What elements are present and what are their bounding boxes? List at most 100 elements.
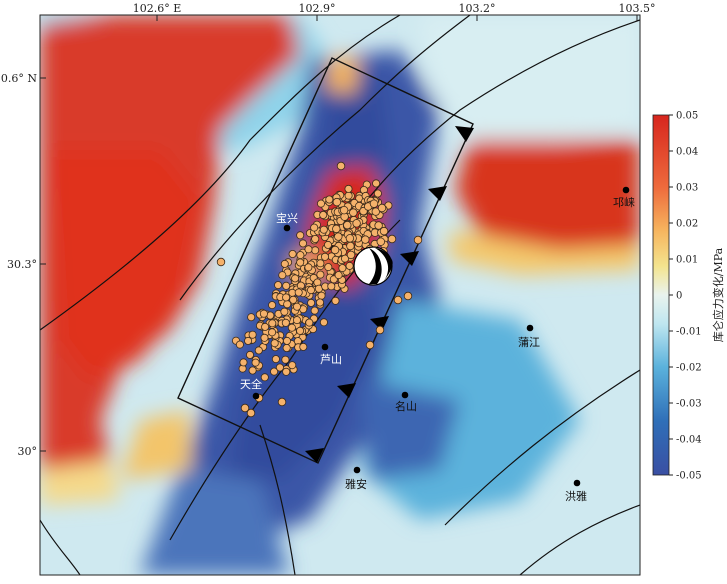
colorbar-gradient <box>652 114 670 476</box>
aftershock-dot <box>277 397 287 407</box>
aftershock-dot <box>282 336 291 345</box>
aftershock-dot <box>319 210 328 219</box>
rupture-plane-outline <box>177 57 474 464</box>
lon-label-103-5: 103.5° <box>619 2 656 15</box>
colorbar-tick-label: -0.05 <box>676 471 702 482</box>
aftershock-dot <box>315 298 324 307</box>
aftershock-dot <box>268 328 277 337</box>
place-lushan: 芦山 <box>320 343 342 366</box>
aftershock-dot <box>377 203 387 213</box>
aftershock-dot <box>296 231 305 240</box>
aftershock-dot <box>365 340 375 350</box>
aftershock-dot <box>259 309 268 318</box>
aftershock-dot <box>372 179 381 188</box>
aftershock-dot <box>245 350 254 359</box>
aftershock-cluster <box>216 161 423 418</box>
lat-label-30-0: 30° <box>18 445 38 458</box>
aftershock-dot <box>244 336 253 345</box>
aftershock-dot <box>281 355 290 364</box>
aftershock-dot <box>316 199 325 208</box>
aftershock-dot <box>298 239 307 248</box>
lat-label-30-3: 30.3° <box>7 258 37 271</box>
aftershock-dot <box>374 221 383 230</box>
aftershock-dot <box>339 205 349 215</box>
aftershock-dot <box>247 313 256 322</box>
aftershock-dot <box>292 302 301 311</box>
aftershock-dot <box>304 263 313 272</box>
aftershock-dot <box>299 342 308 351</box>
svg-text:邛崃: 邛崃 <box>613 196 635 209</box>
aftershock-dot <box>324 263 333 272</box>
aftershock-dot <box>307 298 316 307</box>
colorbar-tick-label: -0.02 <box>676 363 702 374</box>
aftershock-dot <box>317 291 326 300</box>
colorbar-tick-label: -0.01 <box>676 327 702 338</box>
aftershock-dot <box>246 408 256 418</box>
aftershock-dot <box>288 249 297 258</box>
stress-field <box>40 15 640 575</box>
aftershock-dot <box>240 403 250 413</box>
aftershock-dot <box>319 225 328 234</box>
aftershock-dot <box>346 250 356 260</box>
aftershock-dot <box>251 358 260 367</box>
aftershock-dot <box>332 197 342 207</box>
place-hongya: 洪雅 <box>565 479 587 503</box>
aftershock-dot <box>287 323 296 332</box>
aftershock-dot <box>344 191 353 200</box>
aftershock-dot <box>254 346 263 355</box>
aftershock-dot <box>343 220 352 230</box>
svg-text:宝兴: 宝兴 <box>276 211 298 225</box>
aftershock-dot <box>248 330 257 339</box>
place-pujiang: 蒲江 <box>518 324 540 349</box>
aftershock-dot <box>332 224 341 234</box>
aftershock-dot <box>260 333 269 342</box>
aftershock-dot <box>310 306 319 315</box>
aftershock-dot <box>316 259 325 268</box>
aftershock-dot <box>282 281 291 290</box>
aftershock-dot <box>260 373 269 382</box>
aftershock-dot <box>268 319 277 328</box>
aftershock-dot <box>261 322 270 331</box>
aftershock-dot <box>296 251 305 260</box>
aftershock-dot <box>296 258 305 267</box>
aftershock-dot <box>268 301 277 310</box>
colorbar-tick-label: -0.04 <box>676 435 702 446</box>
colorbar-ticks: 0.05 0.04 0.03 0.02 0.01 0 -0.01 -0.02 -0.03 -0.0… <box>669 111 702 482</box>
place-baoxing: 宝兴 <box>276 211 298 232</box>
colorbar-tick-label: 0.02 <box>676 219 698 230</box>
aftershock-dot <box>271 355 280 364</box>
aftershock-dot <box>282 367 291 376</box>
aftershock-dot <box>304 245 313 254</box>
aftershock-dot <box>371 207 380 216</box>
svg-text:芦山: 芦山 <box>320 353 342 366</box>
focal-mechanism-beachball <box>353 246 393 286</box>
place-yaan: 雅安 <box>345 466 367 491</box>
lat-label-30-6: 30.6° N <box>0 72 37 85</box>
aftershock-dot <box>325 195 334 204</box>
aftershock-dot <box>282 343 291 352</box>
aftershock-dot <box>235 340 244 349</box>
aftershock-dot <box>296 326 305 335</box>
aftershock-dot <box>345 261 354 270</box>
aftershock-dot <box>310 223 319 232</box>
aftershock-dot <box>375 325 385 335</box>
lon-label-102-6: 102.6° E <box>133 2 182 15</box>
aftershock-dot <box>288 361 297 370</box>
aftershock-dot <box>369 199 379 208</box>
aftershock-dot <box>320 252 329 261</box>
aftershock-dot <box>291 274 300 283</box>
thrust-triangles <box>305 126 474 463</box>
map-frame <box>39 14 641 576</box>
aftershock-dot <box>344 184 353 193</box>
colorbar-tick-label: 0 <box>676 291 682 302</box>
lon-label-103-2: 103.2° <box>459 2 496 15</box>
colorbar-tick-label: 0.05 <box>676 111 698 122</box>
aftershock-dot <box>346 241 355 251</box>
svg-text:名山: 名山 <box>395 399 417 413</box>
aftershock-dot <box>274 281 283 290</box>
colorbar: 0.05 0.04 0.03 0.02 0.01 0 -0.01 -0.02 -0.03 -0.0… <box>652 111 725 482</box>
aftershock-dot <box>294 288 303 297</box>
svg-text:雅安: 雅安 <box>345 477 367 491</box>
colorbar-title: 库仑应力变化/MPa <box>711 247 725 342</box>
